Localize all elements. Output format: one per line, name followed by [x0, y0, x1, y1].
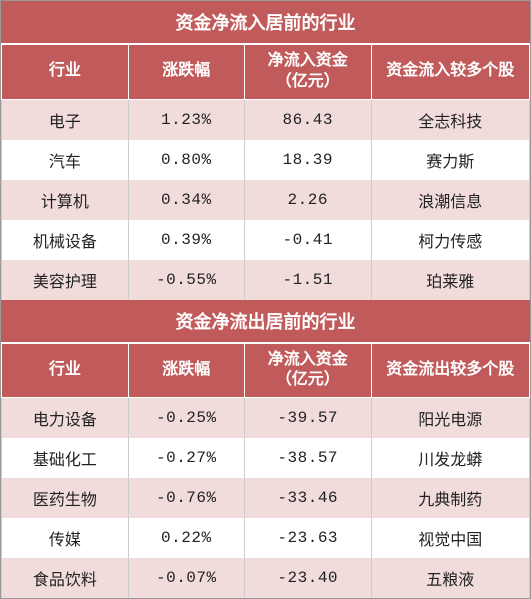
cell-change: 1.23% [128, 99, 244, 140]
cell-stock: 赛力斯 [371, 140, 529, 180]
tables-wrapper: 资金净流入居前的行业 行业 涨跌幅 净流入资金 （亿元） 资金流入较多个股 电子… [0, 0, 531, 599]
cell-netflow: -33.46 [244, 478, 371, 518]
cell-industry: 美容护理 [2, 260, 129, 300]
cell-netflow: -0.41 [244, 220, 371, 260]
table-row: 计算机0.34%2.26浪潮信息 [2, 180, 530, 220]
cell-change: -0.07% [128, 558, 244, 598]
cell-stock: 九典制药 [371, 478, 529, 518]
cell-industry: 计算机 [2, 180, 129, 220]
cell-change: -0.27% [128, 438, 244, 478]
cell-stock: 珀莱雅 [371, 260, 529, 300]
cell-stock: 川发龙蟒 [371, 438, 529, 478]
cell-stock: 阳光电源 [371, 398, 529, 439]
cell-stock: 五粮液 [371, 558, 529, 598]
cell-change: 0.22% [128, 518, 244, 558]
cell-industry: 汽车 [2, 140, 129, 180]
cell-industry: 机械设备 [2, 220, 129, 260]
table-row: 汽车0.80%18.39赛力斯 [2, 140, 530, 180]
cell-industry: 电力设备 [2, 398, 129, 439]
col-header-netflow-text: 净流入资金 （亿元） [268, 351, 348, 389]
col-header-netflow-text: 净流入资金 （亿元） [268, 52, 348, 90]
cell-change: -0.55% [128, 260, 244, 300]
cell-netflow: -23.63 [244, 518, 371, 558]
cell-stock: 视觉中国 [371, 518, 529, 558]
cell-change: 0.39% [128, 220, 244, 260]
col-header-netflow: 净流入资金 （亿元） [244, 343, 371, 398]
cell-netflow: -23.40 [244, 558, 371, 598]
cell-industry: 传媒 [2, 518, 129, 558]
col-header-industry: 行业 [2, 45, 129, 100]
cell-industry: 电子 [2, 99, 129, 140]
cell-stock: 浪潮信息 [371, 180, 529, 220]
cell-netflow: -39.57 [244, 398, 371, 439]
cell-industry: 医药生物 [2, 478, 129, 518]
cell-netflow: 18.39 [244, 140, 371, 180]
outflow-table: 行业 涨跌幅 净流入资金 （亿元） 资金流出较多个股 电力设备-0.25%-39… [1, 343, 530, 599]
cell-change: -0.76% [128, 478, 244, 518]
table-row: 医药生物-0.76%-33.46九典制药 [2, 478, 530, 518]
inflow-table: 行业 涨跌幅 净流入资金 （亿元） 资金流入较多个股 电子1.23%86.43全… [1, 44, 530, 300]
cell-industry: 基础化工 [2, 438, 129, 478]
col-header-change: 涨跌幅 [128, 343, 244, 398]
table-row: 电力设备-0.25%-39.57阳光电源 [2, 398, 530, 439]
table-row: 传媒0.22%-23.63视觉中国 [2, 518, 530, 558]
table-row: 机械设备0.39%-0.41柯力传感 [2, 220, 530, 260]
outflow-title: 资金净流出居前的行业 [1, 300, 530, 343]
table-row: 电子1.23%86.43全志科技 [2, 99, 530, 140]
outflow-header-row: 行业 涨跌幅 净流入资金 （亿元） 资金流出较多个股 [2, 343, 530, 398]
cell-stock: 柯力传感 [371, 220, 529, 260]
cell-netflow: -1.51 [244, 260, 371, 300]
inflow-title: 资金净流入居前的行业 [1, 1, 530, 44]
col-header-stock: 资金流出较多个股 [371, 343, 529, 398]
table-row: 美容护理-0.55%-1.51珀莱雅 [2, 260, 530, 300]
cell-stock: 全志科技 [371, 99, 529, 140]
cell-netflow: -38.57 [244, 438, 371, 478]
table-row: 基础化工-0.27%-38.57川发龙蟒 [2, 438, 530, 478]
cell-change: 0.80% [128, 140, 244, 180]
cell-netflow: 86.43 [244, 99, 371, 140]
cell-change: -0.25% [128, 398, 244, 439]
col-header-industry: 行业 [2, 343, 129, 398]
cell-change: 0.34% [128, 180, 244, 220]
table-row: 食品饮料-0.07%-23.40五粮液 [2, 558, 530, 598]
cell-industry: 食品饮料 [2, 558, 129, 598]
cell-netflow: 2.26 [244, 180, 371, 220]
col-header-stock: 资金流入较多个股 [371, 45, 529, 100]
col-header-change: 涨跌幅 [128, 45, 244, 100]
inflow-header-row: 行业 涨跌幅 净流入资金 （亿元） 资金流入较多个股 [2, 45, 530, 100]
col-header-netflow: 净流入资金 （亿元） [244, 45, 371, 100]
